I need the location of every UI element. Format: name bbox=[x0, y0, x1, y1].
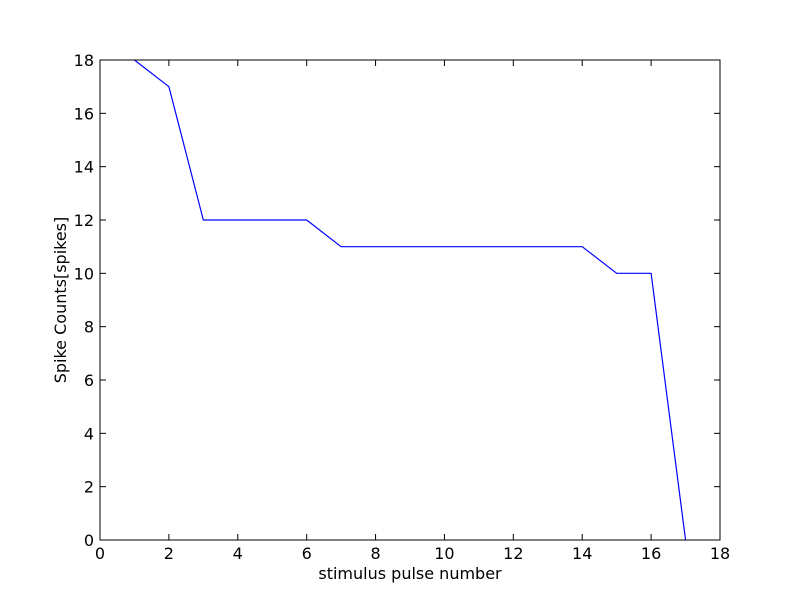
x-tick-label: 2 bbox=[164, 544, 174, 563]
plot-frame bbox=[99, 59, 721, 541]
y-tick-label: 4 bbox=[84, 424, 94, 443]
y-tick-label: 6 bbox=[84, 371, 94, 390]
tick-labels: 0 2 4 6 8 10 12 14 16 18 0 2 4 6 8 10 12 14 16 18 bbox=[74, 51, 731, 563]
x-tick-label: 6 bbox=[302, 544, 312, 563]
plot-area bbox=[100, 60, 720, 540]
y-tick-label: 18 bbox=[74, 51, 94, 70]
y-tick-label: 8 bbox=[84, 318, 94, 337]
x-tick-label: 18 bbox=[710, 544, 730, 563]
x-tick-label: 8 bbox=[370, 544, 380, 563]
y-tick-label: 2 bbox=[84, 478, 94, 497]
y-tick-label: 16 bbox=[74, 104, 94, 123]
series-layer bbox=[134, 59, 687, 541]
x-tick-label: 12 bbox=[503, 544, 523, 563]
x-tick-label: 16 bbox=[641, 544, 661, 563]
y-tick-label: 10 bbox=[74, 264, 94, 283]
x-tick-label: 10 bbox=[434, 544, 454, 563]
x-tick-label: 0 bbox=[95, 544, 105, 563]
y-axis-label: Spike Counts[spikes] bbox=[51, 217, 70, 384]
x-axis-label: stimulus pulse number bbox=[318, 564, 502, 583]
y-tick-label: 14 bbox=[74, 158, 94, 177]
series-line bbox=[134, 59, 687, 541]
y-tick-label: 12 bbox=[74, 211, 94, 230]
y-tick-label: 0 bbox=[84, 531, 94, 550]
x-tick-label: 4 bbox=[233, 544, 243, 563]
x-tick-label: 14 bbox=[572, 544, 592, 563]
